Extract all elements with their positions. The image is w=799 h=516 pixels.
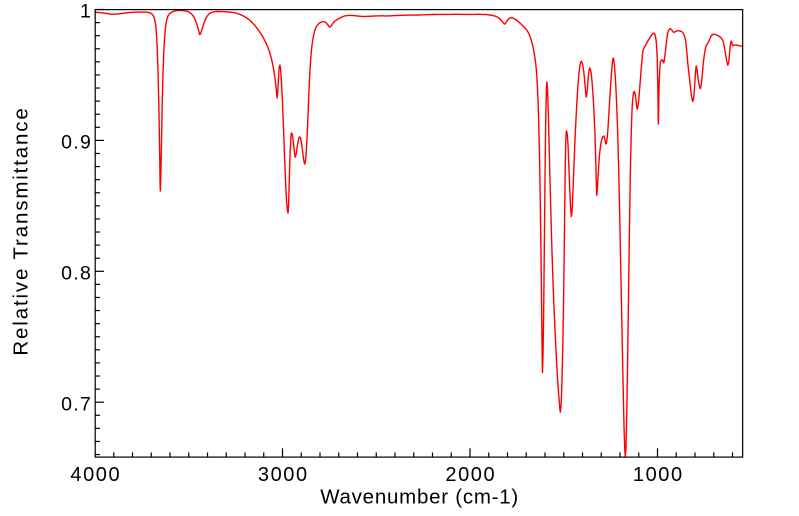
svg-text:2000: 2000 bbox=[445, 464, 496, 486]
svg-text:0.8: 0.8 bbox=[61, 263, 92, 285]
svg-text:0.7: 0.7 bbox=[61, 393, 92, 415]
svg-text:3000: 3000 bbox=[258, 464, 309, 486]
svg-text:0.9: 0.9 bbox=[61, 132, 92, 154]
svg-text:Wavenumber (cm-1): Wavenumber (cm-1) bbox=[320, 486, 519, 509]
svg-text:4000: 4000 bbox=[70, 464, 121, 486]
svg-text:1000: 1000 bbox=[633, 464, 684, 486]
svg-text:Relative Transmittance: Relative Transmittance bbox=[10, 106, 33, 355]
svg-text:1: 1 bbox=[80, 1, 92, 23]
